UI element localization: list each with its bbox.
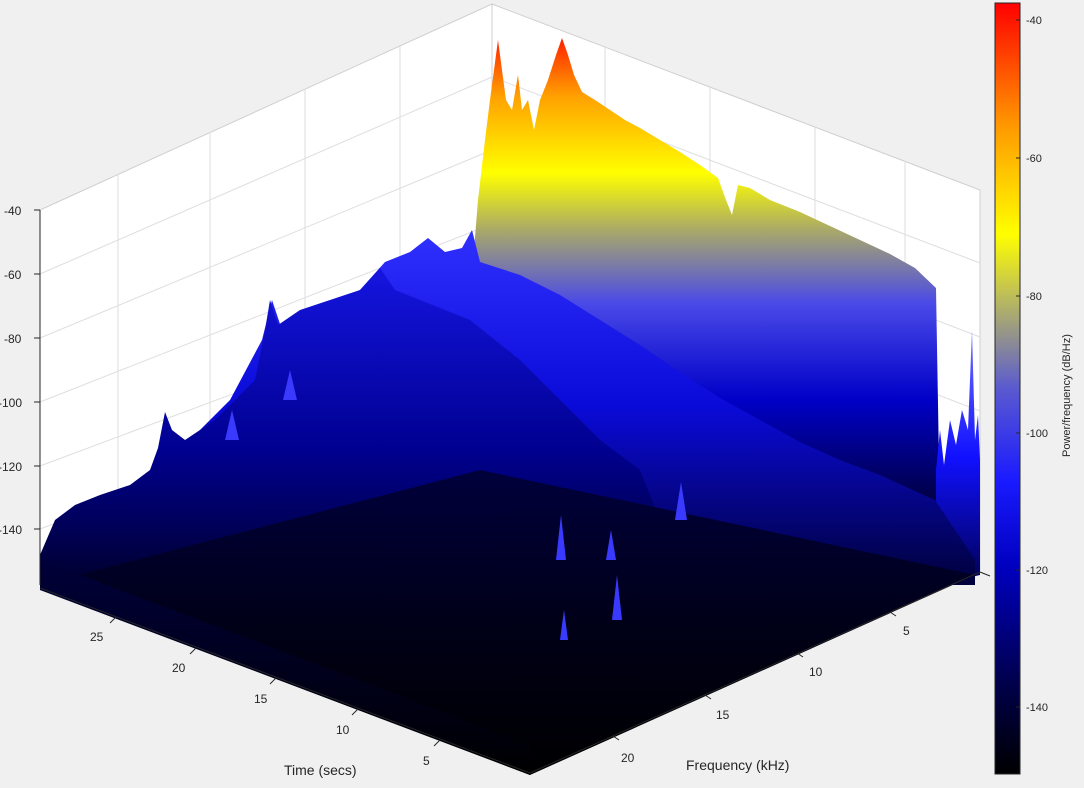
frequency-tick-label: 5 — [903, 624, 910, 638]
z-tick-label: -40 — [4, 204, 22, 218]
z-tick-label: -100 — [0, 396, 22, 410]
surface-floor — [40, 470, 975, 775]
spectrogram-surface — [40, 38, 980, 775]
colorbar-tick-label: -140 — [1026, 702, 1048, 714]
z-tick-label: -140 — [0, 523, 22, 537]
colorbar-tick-label: -100 — [1026, 428, 1048, 440]
z-axis: -40 -60 -80 -100 -120 -140 — [0, 204, 41, 585]
time-tick-label: 5 — [423, 754, 430, 768]
colorbar: -40 -60 -80 -100 -120 -140 Power/frequen… — [994, 2, 1073, 775]
colorbar-tick-label: -120 — [1026, 565, 1048, 577]
z-ticks — [34, 209, 40, 530]
colorbar-tick-label: -80 — [1026, 291, 1042, 303]
z-tick-label: -60 — [4, 268, 22, 282]
frequency-tick-label: 15 — [716, 708, 730, 722]
time-tick-label: 15 — [254, 692, 268, 706]
z-tick-label: -80 — [4, 332, 22, 346]
frequency-tick-label: 20 — [621, 751, 635, 765]
time-axis-label: Time (secs) — [284, 762, 357, 778]
colorbar-label: Power/frequency (dB/Hz) — [1061, 334, 1073, 457]
frequency-axis-label: Frequency (kHz) — [686, 757, 789, 773]
z-tick-label: -120 — [0, 460, 22, 474]
time-axis: 5 10 15 20 25 Time (secs) — [39, 587, 531, 778]
surface-spikes — [225, 370, 687, 640]
frequency-axis: 5 10 15 20 Frequency (kHz) — [529, 571, 991, 774]
time-tick-label: 10 — [336, 723, 350, 737]
surface-front-wall — [40, 560, 530, 775]
time-tick-label: 20 — [172, 661, 186, 675]
frequency-tick-label: 10 — [809, 665, 823, 679]
colorbar-tick-label: -40 — [1026, 15, 1042, 27]
colorbar-tick-label: -60 — [1026, 153, 1042, 165]
time-tick-label: 25 — [90, 630, 104, 644]
colorbar-strip — [994, 2, 1021, 775]
